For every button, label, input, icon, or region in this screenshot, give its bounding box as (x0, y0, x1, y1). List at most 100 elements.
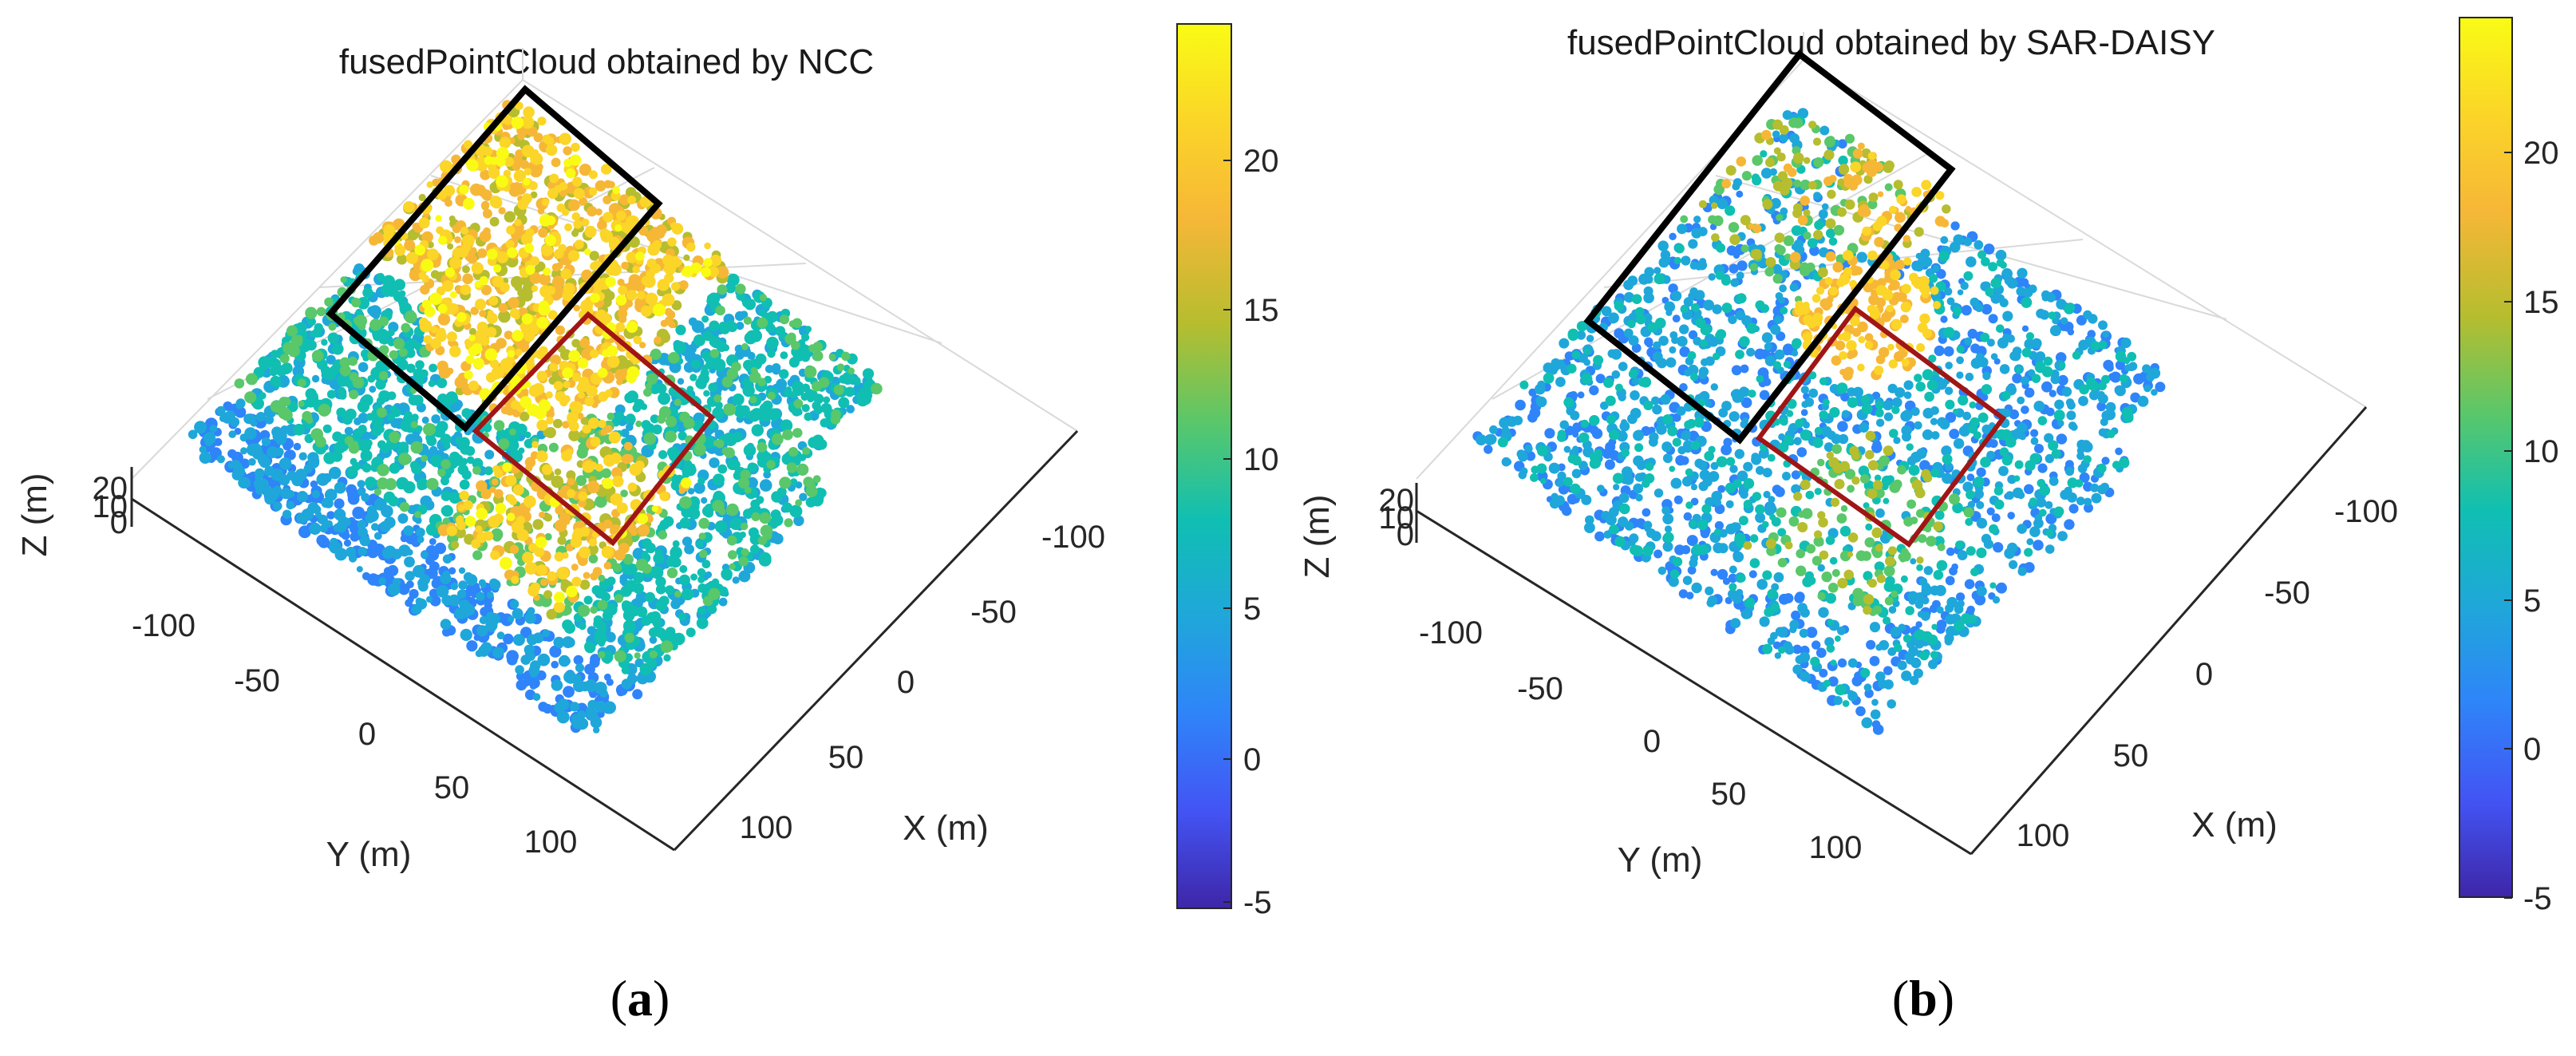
cloud-point (614, 404, 626, 415)
cloud-point (389, 462, 401, 474)
cloud-point (523, 106, 535, 118)
cloud-point (788, 447, 799, 457)
cloud-point (702, 268, 710, 276)
cloud-point (429, 595, 441, 607)
cloud-point (282, 363, 292, 373)
x-axis-label: X (m) (903, 809, 989, 848)
cloud-point (325, 520, 333, 528)
cloud-point (511, 117, 524, 129)
cloud-point (615, 595, 622, 603)
cloud-point (330, 537, 338, 546)
cloud-point (466, 640, 478, 652)
cloud-point (768, 409, 780, 421)
cloud-point (502, 560, 509, 567)
cloud-point (616, 378, 623, 386)
cloud-point (682, 587, 694, 601)
cloud-point (458, 567, 466, 574)
cloud-point (650, 611, 662, 623)
cloud-point (496, 631, 505, 640)
cloud-point (503, 633, 514, 645)
cloud-point (459, 479, 470, 490)
cloud-point (417, 536, 425, 544)
cloud-point (331, 342, 344, 355)
cloud-point (635, 251, 645, 261)
cloud-point (393, 338, 405, 350)
cloud-point (582, 461, 595, 473)
cloud-point (423, 335, 433, 344)
cloud-point (510, 544, 519, 554)
cloud-point (582, 424, 591, 434)
cloud-point (646, 434, 654, 443)
cloud-point (681, 477, 692, 488)
cloud-point (625, 564, 636, 575)
cloud-point (801, 404, 810, 413)
cloud-point (701, 505, 713, 517)
cloud-point (234, 378, 245, 389)
cloud-point (579, 338, 591, 349)
cloud-point (571, 576, 582, 587)
cloud-point (830, 414, 841, 425)
cloud-point (622, 619, 636, 633)
cloud-point (665, 585, 675, 595)
cloud-point (387, 391, 397, 401)
cloud-point (782, 502, 792, 513)
cloud-point (621, 196, 629, 204)
cloud-point (525, 264, 535, 275)
cloud-point (799, 466, 806, 473)
cloud-point (410, 421, 418, 429)
cloud-point (770, 509, 781, 520)
cloud-point (496, 251, 509, 263)
cloud-point (678, 612, 687, 621)
cloud-point (434, 542, 447, 555)
cloud-point (651, 227, 660, 235)
cloud-point (547, 188, 559, 200)
cloud-point (351, 441, 358, 448)
cloud-point (712, 256, 720, 264)
cloud-point (460, 628, 472, 642)
cloud-point (588, 554, 599, 564)
cloud-point (419, 369, 429, 378)
point-cloud (1472, 108, 2166, 735)
cloud-point (281, 459, 290, 469)
cloud-point (559, 701, 567, 709)
cloud-point (729, 459, 741, 471)
cloud-point (713, 474, 725, 485)
cloud-point (529, 682, 538, 690)
cloud-point (265, 467, 274, 476)
cloud-point (282, 489, 290, 497)
cloud-point (590, 654, 601, 665)
cloud-point (555, 552, 563, 561)
cloud-point (414, 244, 426, 256)
cloud-point (523, 495, 536, 508)
cloud-point (507, 495, 515, 502)
cloud-point (784, 518, 793, 528)
cloud-point (415, 360, 425, 370)
cloud-point (356, 566, 363, 573)
cloud-point (475, 328, 488, 341)
cloud-point (571, 142, 580, 152)
cloud-point (646, 373, 658, 385)
cloud-point (491, 478, 499, 486)
cloud-point (612, 186, 621, 195)
cloud-point (804, 326, 812, 333)
cloud-point (510, 599, 520, 609)
cloud-point (678, 574, 690, 586)
cloud-point (312, 375, 319, 382)
cloud-point (464, 500, 472, 510)
cloud-point (477, 248, 488, 259)
cloud-point (685, 546, 693, 553)
cloud-point (759, 294, 768, 302)
cloud-point (484, 449, 495, 460)
cloud-point (539, 511, 546, 519)
cloud-point (322, 424, 332, 433)
cloud-point (767, 349, 776, 358)
cloud-point (742, 298, 752, 308)
cloud-point (279, 354, 290, 364)
cloud-point (802, 446, 811, 455)
cloud-point (590, 349, 599, 358)
cloud-point (725, 404, 735, 415)
cloud-point (668, 352, 680, 364)
cloud-point (560, 268, 571, 280)
cloud-point (569, 401, 580, 412)
y-axis-label: Y (m) (326, 835, 412, 874)
